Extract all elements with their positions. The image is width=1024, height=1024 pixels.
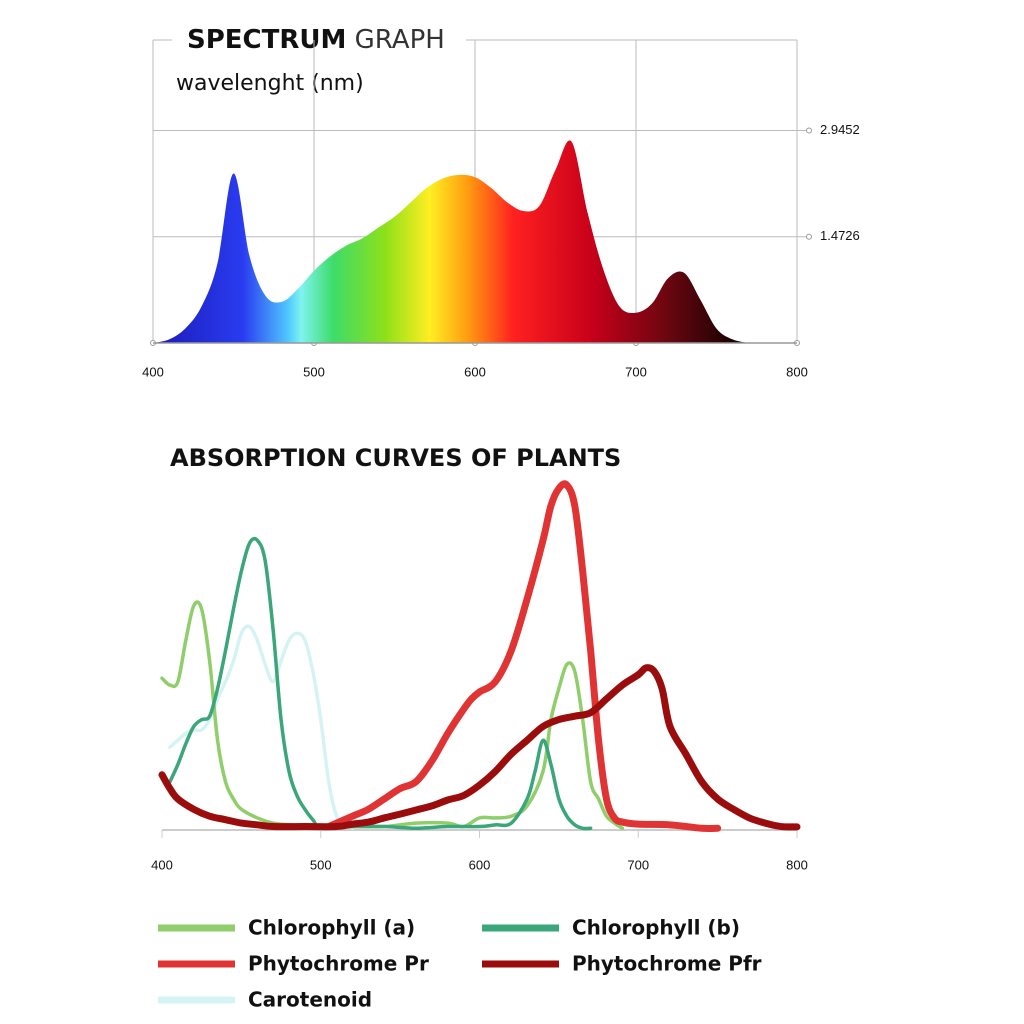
axis-label: wavelenght (nm) [176, 71, 364, 96]
tick-mark [806, 233, 812, 240]
tick-mark [806, 127, 812, 134]
x-tick-label: 800 [786, 364, 808, 379]
legend-label: Chlorophyll (a) [248, 916, 415, 940]
x-tick-label: 700 [627, 857, 649, 872]
spectrum-area [153, 140, 749, 343]
series-line [325, 480, 722, 833]
legend-label: Chlorophyll (b) [572, 916, 740, 940]
x-tick-label: 400 [151, 857, 173, 872]
x-tick-label: 700 [625, 364, 647, 379]
chart-title: ABSORPTION CURVES OF PLANTS [170, 444, 621, 472]
series-line [158, 664, 801, 831]
series-line [160, 600, 625, 831]
x-tick-label: 400 [142, 364, 164, 379]
series-line [168, 624, 355, 831]
chart-title: SPECTRUM GRAPH [187, 25, 445, 55]
x-tick-label: 800 [786, 857, 808, 872]
x-tick-label: 600 [469, 857, 491, 872]
x-tick-label: 600 [464, 364, 486, 379]
series-line [168, 536, 593, 831]
y-tick-label: 2.9452 [820, 122, 860, 137]
legend-label: Phytochrome Pfr [572, 952, 762, 976]
legend-label: Phytochrome Pr [248, 952, 429, 976]
x-tick-label: 500 [310, 857, 332, 872]
x-tick-label: 500 [303, 364, 325, 379]
legend-label: Carotenoid [248, 988, 372, 1012]
y-tick-label: 1.4726 [820, 228, 860, 243]
